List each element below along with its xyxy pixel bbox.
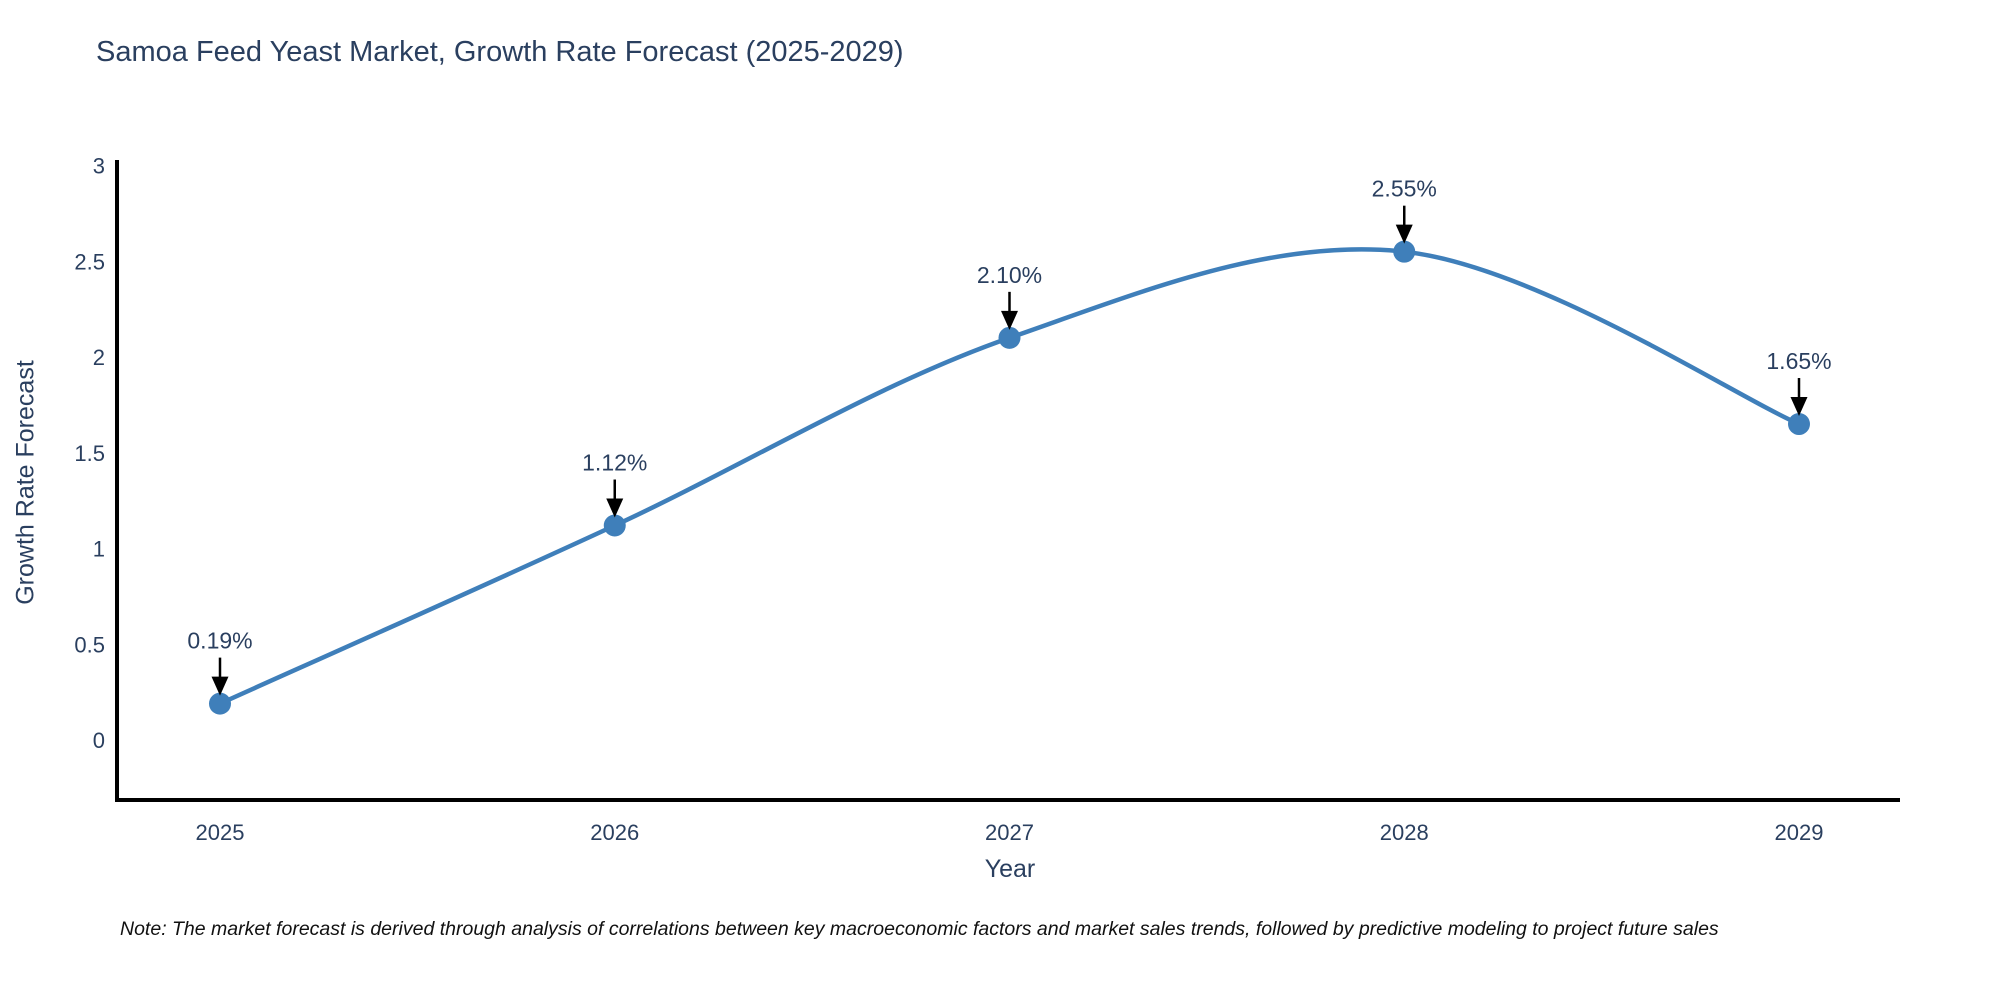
y-tick-label: 0.5 [74, 632, 105, 657]
y-tick-label: 0 [93, 728, 105, 753]
y-axis-title: Growth Rate Forecast [11, 360, 40, 605]
x-axis-title: Year [984, 855, 1036, 883]
data-point-marker [209, 692, 231, 715]
data-point-marker [998, 326, 1021, 349]
data-point-marker [1393, 240, 1416, 263]
annotation-arrow-head [211, 676, 229, 696]
x-tick-label: 2028 [1380, 820, 1429, 845]
y-tick-label: 3 [93, 154, 105, 179]
data-point-marker [1788, 413, 1810, 436]
chart-title: Samoa Feed Yeast Market, Growth Rate For… [96, 36, 904, 68]
y-tick-label: 1.5 [74, 441, 105, 466]
data-point-label: 2.55% [1372, 176, 1437, 202]
data-point-marker [603, 514, 626, 537]
annotation-arrow-head [1790, 397, 1808, 417]
y-tick-label: 2 [93, 345, 105, 370]
x-tick-label: 2029 [1775, 820, 1824, 845]
chart-footnote: Note: The market forecast is derived thr… [120, 918, 1719, 940]
x-tick-label: 2027 [985, 820, 1034, 845]
x-tick-label: 2025 [196, 820, 245, 845]
data-point-label: 1.12% [582, 450, 647, 476]
x-tick-label: 2026 [590, 820, 639, 845]
data-point-label: 1.65% [1766, 348, 1831, 374]
y-tick-label: 2.5 [74, 249, 105, 274]
annotation-arrow-head [1001, 310, 1018, 330]
annotation-arrow-head [606, 498, 624, 518]
data-point-label: 0.19% [187, 628, 252, 654]
y-tick-label: 1 [93, 537, 105, 562]
data-point-label: 2.10% [977, 262, 1042, 288]
annotation-arrow-head [1395, 224, 1413, 244]
